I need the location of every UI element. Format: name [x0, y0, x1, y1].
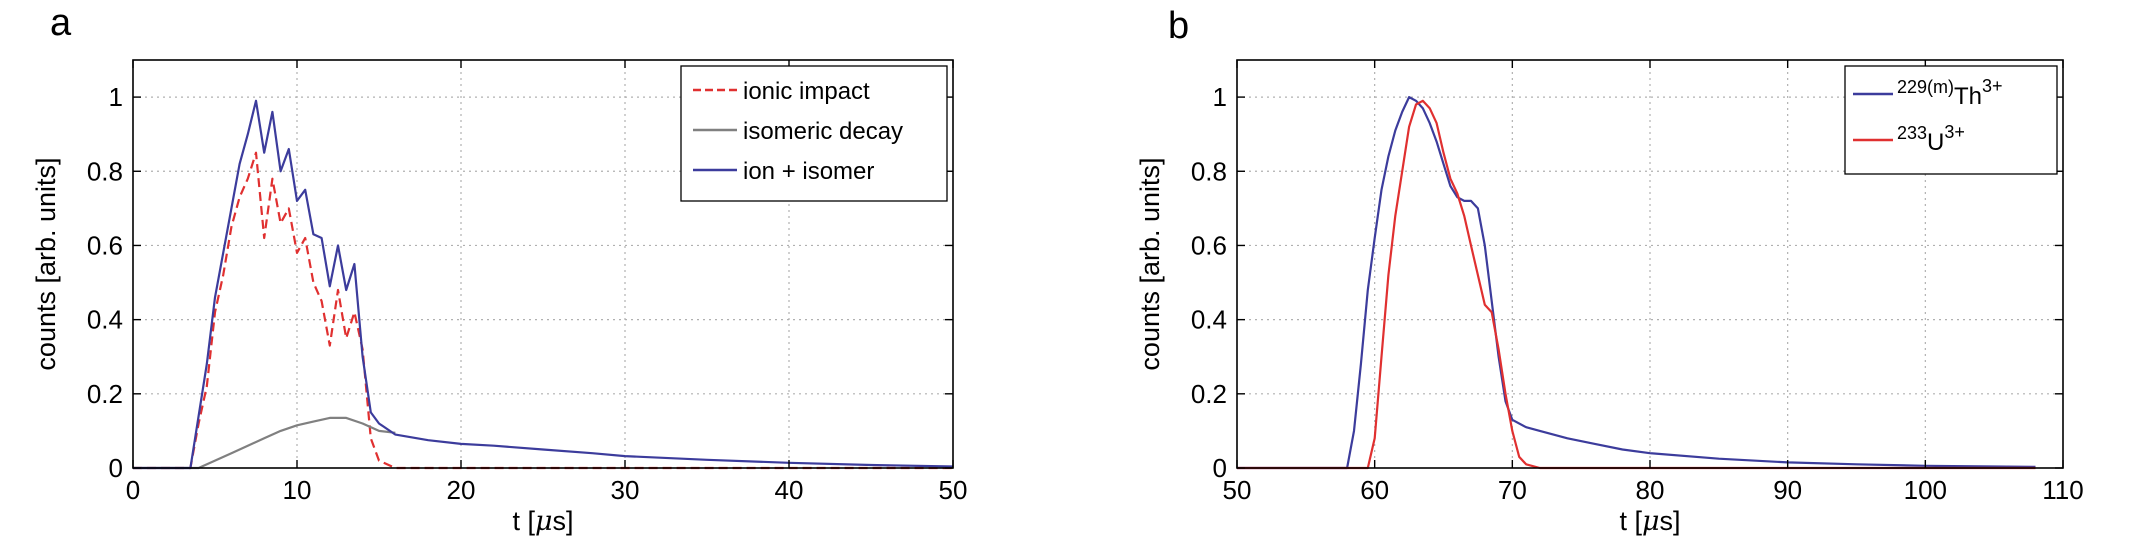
x-tick-label: 50: [1223, 475, 1252, 505]
legend-label-0: ionic impact: [743, 78, 870, 105]
x-tick-label: 30: [611, 475, 640, 505]
y-axis-label: counts [arb. units]: [31, 157, 61, 370]
panel-a: a 0 10 20 30 40 50 0 0.2 0.4 0.6 0.8 1 t [μs] counts […: [31, 2, 967, 537]
x-axis-label-part: μ: [1642, 506, 1660, 537]
legend-label-1: isomeric decay: [743, 118, 903, 145]
y-tick-label: 0.6: [1191, 230, 1227, 260]
x-tick-label: 80: [1636, 475, 1665, 505]
x-tick-label: 50: [939, 475, 968, 505]
y-tick-label: 1: [109, 82, 123, 112]
x-axis-label-part: t [: [512, 506, 535, 536]
x-tick-label: 70: [1498, 475, 1527, 505]
legend-label-charge: 3+: [1982, 76, 2003, 96]
x-tick-label: 20: [447, 475, 476, 505]
x-tick-label: 90: [1773, 475, 1802, 505]
x-axis-label-part: t [: [1619, 506, 1642, 536]
y-tick-label: 0.2: [87, 379, 123, 409]
legend-label-element: Th: [1954, 83, 1982, 110]
y-tick-label: 1: [1213, 82, 1227, 112]
legend: 229(m)Th3+233U3+: [1844, 65, 2058, 175]
legend: ionic impact isomeric decay ion + isomer: [680, 65, 948, 202]
plot-frame: [132, 59, 954, 469]
legend-label-charge: 3+: [1944, 122, 1965, 142]
series-line-1: [1237, 99, 2036, 470]
legend-box: [680, 65, 948, 202]
panel-label: b: [1168, 5, 1189, 47]
legend-label-mass: 229(m): [1897, 77, 1954, 97]
panel-label: a: [50, 2, 72, 44]
x-tick-label: 100: [1904, 475, 1947, 505]
x-axis-label-part: s]: [1660, 506, 1681, 536]
y-tick-label: 0.4: [1191, 305, 1227, 335]
legend-label-2: ion + isomer: [743, 158, 874, 185]
legend-box: [1844, 65, 2058, 175]
x-tick-label: 110: [2042, 475, 2083, 505]
x-tick-label: 0: [126, 475, 140, 505]
x-axis-label-part: μ: [535, 506, 553, 537]
series-line-0: [133, 151, 953, 470]
y-tick-label: 0.8: [87, 156, 123, 186]
y-tick-label: 0.2: [1191, 379, 1227, 409]
y-axis-label: counts [arb. units]: [1135, 157, 1165, 370]
y-tick-label: 0: [109, 453, 123, 483]
series-group: [1237, 95, 2036, 470]
x-tick-label: 10: [283, 475, 312, 505]
series-line-2: [133, 99, 954, 470]
y-tick-label: 0.4: [87, 305, 123, 335]
legend-label-element: U: [1927, 129, 1944, 156]
grid: [133, 60, 953, 468]
series-group: [133, 99, 954, 470]
x-axis-label: t [μs]: [512, 506, 573, 537]
panel-b: b 50 60 70 80 90 100 110 0 0.2 0.4 0.6 0.8 1 t [μs] cou…: [1135, 5, 2084, 537]
x-axis-label-part: s]: [553, 506, 574, 536]
x-tick-label: 40: [775, 475, 804, 505]
series-line-0: [1237, 95, 2036, 470]
legend-label-mass: 233: [1897, 123, 1927, 143]
x-tick-label: 60: [1360, 475, 1389, 505]
y-tick-label: 0.6: [87, 230, 123, 260]
legend-label-0: 229(m)Th3+: [1897, 76, 2003, 110]
series-line-1: [133, 416, 396, 470]
y-tick-label: 0: [1213, 453, 1227, 483]
y-tick-label: 0.8: [1191, 156, 1227, 186]
x-axis-label: t [μs]: [1619, 506, 1680, 537]
legend-label-1: 233U3+: [1897, 122, 1965, 156]
